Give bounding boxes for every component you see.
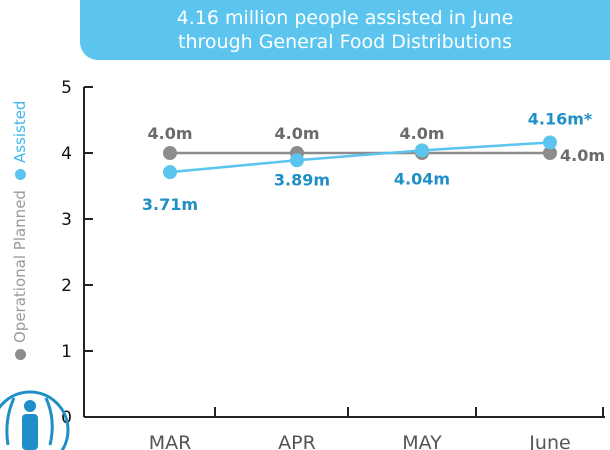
data-label-assisted: 3.71m — [142, 195, 198, 214]
data-label-assisted: 3.89m — [274, 170, 330, 189]
data-point-planned — [543, 146, 557, 160]
x-tick-label: MAR — [149, 432, 192, 450]
y-tick-label: 3 — [61, 210, 72, 230]
x-tick-label: APR — [278, 432, 316, 450]
data-label-assisted: 4.04m — [394, 169, 450, 188]
data-label-planned: 4.0m — [147, 124, 192, 143]
x-tick-label: MAY — [402, 432, 442, 450]
chart-title-line-2: through General Food Distributions — [178, 31, 512, 53]
data-label-planned: 4.0m — [274, 124, 319, 143]
title-banner — [80, 0, 610, 60]
data-point-planned — [163, 146, 177, 160]
x-tick-label: June — [528, 432, 570, 450]
y-tick-label: 2 — [61, 276, 72, 296]
y-tick-label: 1 — [61, 342, 72, 362]
y-tick-label: 5 — [61, 78, 72, 98]
y-tick-label: 4 — [61, 144, 72, 164]
emblem-icon — [0, 390, 70, 450]
data-label-assisted: 4.16m* — [528, 109, 593, 128]
data-label-planned: 4.0m — [560, 146, 605, 165]
series-line-assisted — [169, 141, 551, 174]
data-point-assisted — [163, 165, 177, 180]
data-label-planned: 4.0m — [399, 124, 444, 143]
data-point-assisted — [415, 143, 429, 158]
chart-title-line-1: 4.16 million people assisted in June — [176, 7, 514, 29]
data-point-assisted — [543, 135, 557, 150]
data-point-assisted — [290, 153, 304, 168]
